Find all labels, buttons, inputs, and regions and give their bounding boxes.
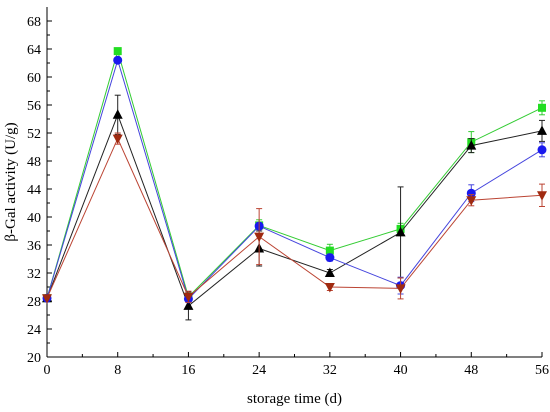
data-point-circle (466, 188, 476, 198)
data-point-triangle-down (183, 292, 194, 303)
data-point-triangle-up (537, 125, 547, 135)
x-tick-label: 48 (464, 363, 478, 378)
y-tick-label: 64 (27, 43, 41, 58)
series-3 (42, 55, 547, 304)
data-point-triangle-up (183, 300, 194, 310)
data-point-square (538, 103, 546, 112)
x-tick-label: 16 (181, 363, 195, 378)
series-line (46, 137, 543, 299)
data-point-circle (113, 55, 123, 65)
x-tick-label: 8 (114, 363, 121, 378)
x-tick-label: 40 (394, 363, 408, 378)
series-line (46, 58, 543, 300)
y-tick-label: 56 (27, 99, 41, 114)
data-point-triangle-up (395, 226, 406, 237)
axes: 20 24 28 32 36 40 44 48 52 56 60 64 68 0 8 16 24 32 40 48 56 (27, 7, 549, 378)
data-point-triangle-up (324, 267, 335, 277)
data-point-triangle-down (466, 196, 477, 206)
data-point-triangle-down (324, 283, 335, 293)
data-point-triangle-up (112, 109, 123, 119)
series-line (46, 49, 543, 299)
data-point-triangle-down (42, 294, 52, 304)
y-axis-title: β-Gal activity (U/g) (3, 122, 19, 241)
y-tick-label: 28 (27, 295, 41, 310)
x-tick-label: 32 (323, 363, 337, 378)
y-tick-label: 52 (27, 127, 41, 142)
y-tick-label: 44 (27, 183, 41, 198)
y-tick-label: 48 (27, 155, 41, 170)
data-point-triangle-down (395, 284, 406, 294)
x-tick-label: 56 (535, 363, 549, 378)
data-point-triangle-up (466, 140, 477, 150)
data-point-triangle-down (112, 134, 123, 145)
y-tick-label: 20 (27, 351, 41, 366)
y-tick-label: 68 (27, 15, 41, 30)
series-2 (42, 94, 547, 321)
series-1 (43, 47, 546, 303)
x-tick-label: 24 (252, 363, 266, 378)
y-tick-label: 24 (27, 323, 41, 338)
y-tick-label: 60 (27, 71, 41, 86)
series-layer (42, 47, 547, 321)
data-point-triangle-down (537, 191, 547, 201)
y-tick-label: 32 (27, 267, 41, 282)
data-point-circle (325, 253, 335, 263)
data-point-triangle-down (254, 232, 265, 243)
series-4 (42, 132, 547, 304)
y-tick-label: 36 (27, 239, 41, 254)
x-axis-title: storage time (d) (247, 391, 342, 407)
y-tick-label: 40 (27, 211, 41, 226)
data-point-circle (537, 145, 547, 155)
data-point-square (325, 246, 334, 255)
series-line (46, 113, 543, 307)
x-tick-label: 0 (44, 363, 51, 378)
data-point-square (113, 47, 122, 56)
